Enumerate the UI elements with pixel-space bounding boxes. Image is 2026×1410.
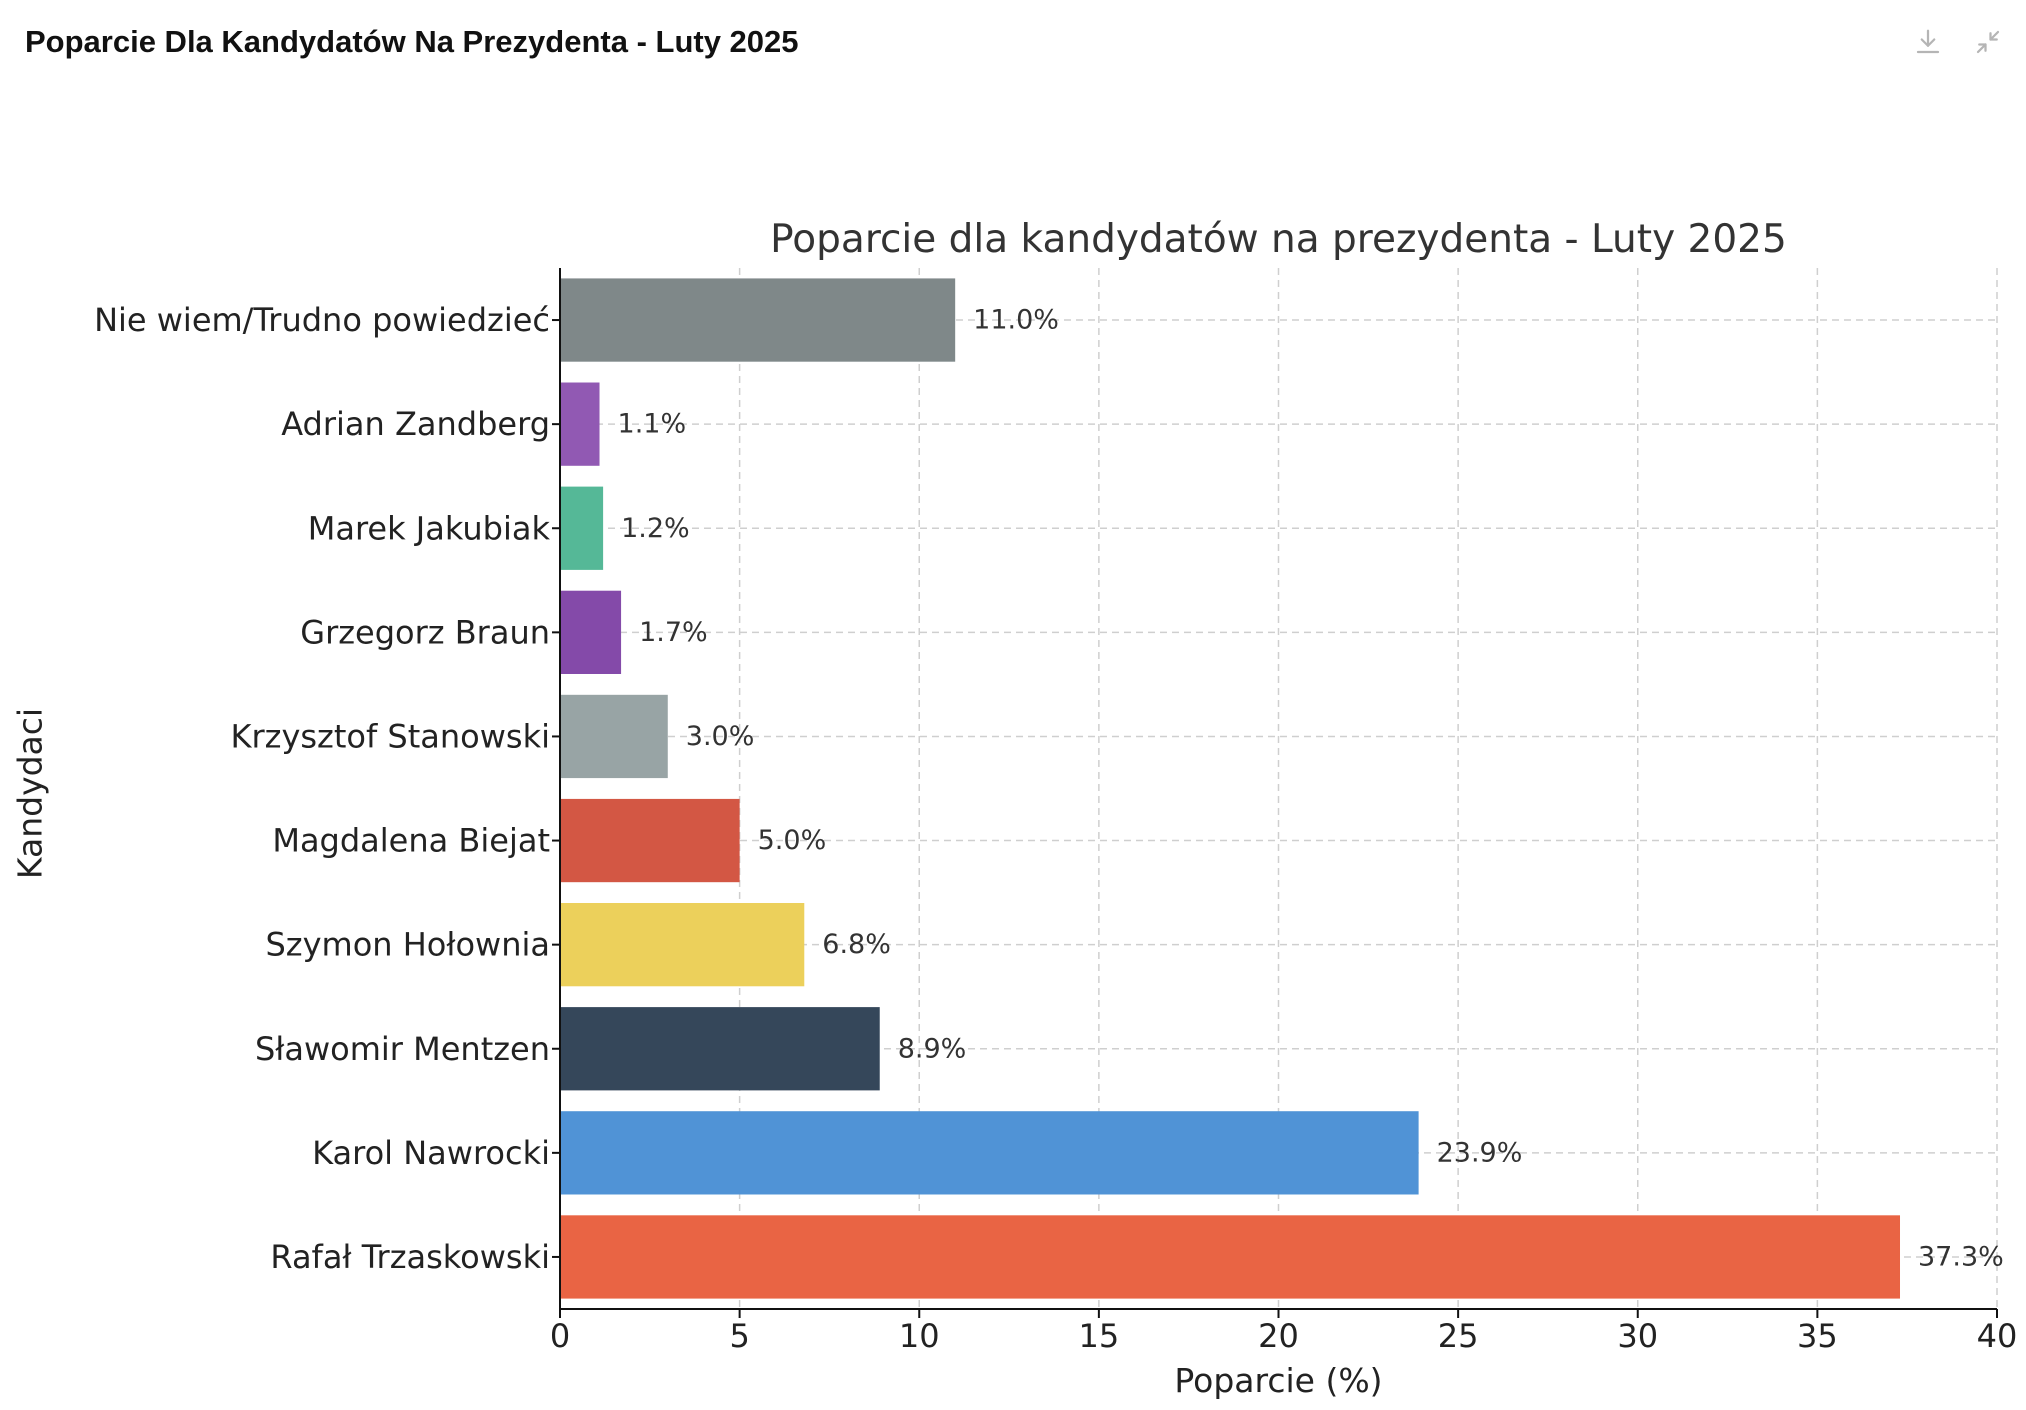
bar	[560, 903, 805, 987]
x-tick-label: 40	[1977, 1317, 2018, 1355]
bar	[560, 1111, 1419, 1195]
category-label: Magdalena Biejat	[272, 822, 550, 860]
download-icon	[1913, 27, 1943, 62]
bar-value-label: 37.3%	[1918, 1241, 2004, 1272]
chart-title: Poparcie dla kandydatów na prezydenta - …	[770, 217, 1787, 262]
y-axis-title: Kandydaci	[11, 708, 50, 879]
bar-value-label: 1.2%	[621, 513, 690, 544]
bar	[560, 382, 600, 466]
bar-value-label: 11.0%	[973, 305, 1059, 336]
x-tick-label: 20	[1258, 1317, 1299, 1355]
category-label: Krzysztof Stanowski	[231, 717, 551, 755]
page-title: Poparcie Dla Kandydatów Na Prezydenta - …	[25, 24, 799, 59]
bar-value-label: 23.9%	[1437, 1137, 1523, 1168]
bar	[560, 798, 740, 883]
category-label: Grzegorz Braun	[300, 613, 550, 651]
category-label: Szymon Hołownia	[265, 926, 550, 964]
bar	[560, 1007, 880, 1091]
collapse-icon	[1973, 27, 2003, 62]
bar	[560, 486, 604, 570]
bar	[560, 590, 622, 674]
bar-value-label: 1.1%	[618, 409, 687, 440]
bar	[560, 694, 668, 779]
x-tick-label: 30	[1617, 1317, 1658, 1355]
download-button[interactable]	[1908, 24, 1948, 64]
bar	[560, 278, 956, 362]
x-tick-label: 0	[550, 1317, 570, 1355]
bar-value-label: 5.0%	[758, 825, 827, 856]
x-tick-label: 5	[729, 1317, 749, 1355]
x-tick-label: 10	[899, 1317, 940, 1355]
category-label: Adrian Zandberg	[281, 405, 550, 443]
x-axis-title: Poparcie (%)	[1174, 1361, 1382, 1400]
category-label: Marek Jakubiak	[308, 509, 551, 547]
x-tick-label: 25	[1438, 1317, 1479, 1355]
x-tick-label: 15	[1079, 1317, 1120, 1355]
bar	[560, 1215, 1901, 1299]
x-tick-label: 35	[1797, 1317, 1838, 1355]
bar-value-label: 6.8%	[822, 929, 891, 960]
category-label: Nie wiem/Trudno powiedzieć	[94, 301, 550, 339]
category-label: Rafał Trzaskowski	[270, 1238, 550, 1276]
bar-value-label: 3.0%	[686, 721, 755, 752]
collapse-button[interactable]	[1968, 24, 2008, 64]
bar-value-label: 8.9%	[898, 1033, 967, 1064]
category-label: Karol Nawrocki	[312, 1134, 550, 1172]
bar-value-label: 1.7%	[639, 617, 708, 648]
chart-header: Poparcie Dla Kandydatów Na Prezydenta - …	[0, 0, 2026, 90]
category-label: Sławomir Mentzen	[255, 1030, 550, 1068]
